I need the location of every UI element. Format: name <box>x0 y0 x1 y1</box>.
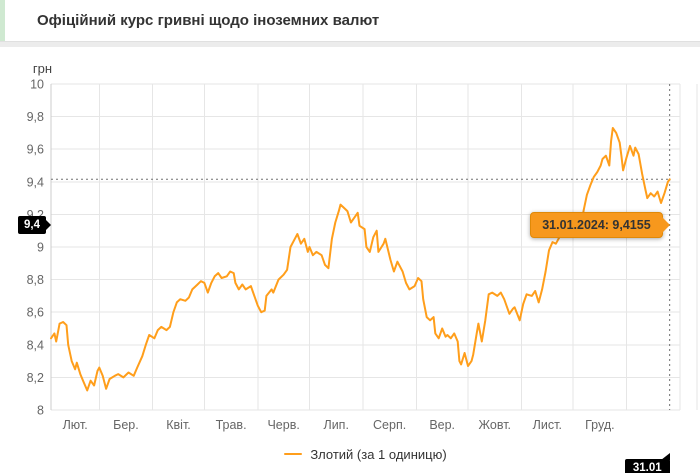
chart-card: грн 10 9,8 9,6 9,4 9,2 9 8,8 8,6 8,4 8,2 8 Лют. Бер. К… <box>0 47 700 473</box>
x-tick-label: Жовт. <box>478 418 511 432</box>
x-tick-label: Трав. <box>216 418 247 432</box>
y-tick-label: 8,4 <box>27 338 44 352</box>
x-tick-label: Черв. <box>267 418 299 432</box>
y-tick-label: 9,4 <box>27 175 44 189</box>
chart-legend[interactable]: Злотий (за 1 одиницю) <box>51 444 680 464</box>
y-axis-unit-label: грн <box>33 61 52 76</box>
y-tick-label: 9,8 <box>27 110 44 124</box>
x-tick-label: Бер. <box>113 418 139 432</box>
x-tick-label: Лип. <box>323 418 348 432</box>
crosshair-x-label: 31.01 <box>624 453 670 473</box>
chart-tooltip: 31.01.2024: 9,4155 <box>530 212 663 239</box>
y-tick-label: 8,2 <box>27 371 44 385</box>
y-tick-label: 9,6 <box>27 143 44 157</box>
x-tick-label: Лют. <box>63 418 88 432</box>
x-tick-label: Лист. <box>533 418 562 432</box>
x-tick-label: Груд. <box>585 418 614 432</box>
tooltip-text: 31.01.2024: 9,4155 <box>542 218 651 233</box>
x-tick-label: Квіт. <box>166 418 191 432</box>
page-title: Офіційний курс гривні щодо іноземних вал… <box>37 12 380 29</box>
x-tick-label: Вер. <box>429 418 455 432</box>
y-tick-label: 9 <box>37 241 44 255</box>
y-tick-label: 8,6 <box>27 306 44 320</box>
crosshair-x-value: 31.01 <box>632 462 662 473</box>
y-tick-label: 10 <box>30 78 44 92</box>
y-tick-label: 8 <box>37 404 44 418</box>
crosshair-y-label: 9,4 <box>18 216 46 235</box>
crosshair-y-value: 9,4 <box>24 219 40 232</box>
x-tick-label: Серп. <box>373 418 406 432</box>
series-line-zloty <box>50 127 671 392</box>
legend-line-marker <box>284 453 303 455</box>
header-divider <box>0 41 700 47</box>
header: Офіційний курс гривні щодо іноземних вал… <box>0 0 700 41</box>
legend-label: Злотий (за 1 одиницю) <box>310 446 447 462</box>
y-tick-label: 8,8 <box>27 273 44 287</box>
